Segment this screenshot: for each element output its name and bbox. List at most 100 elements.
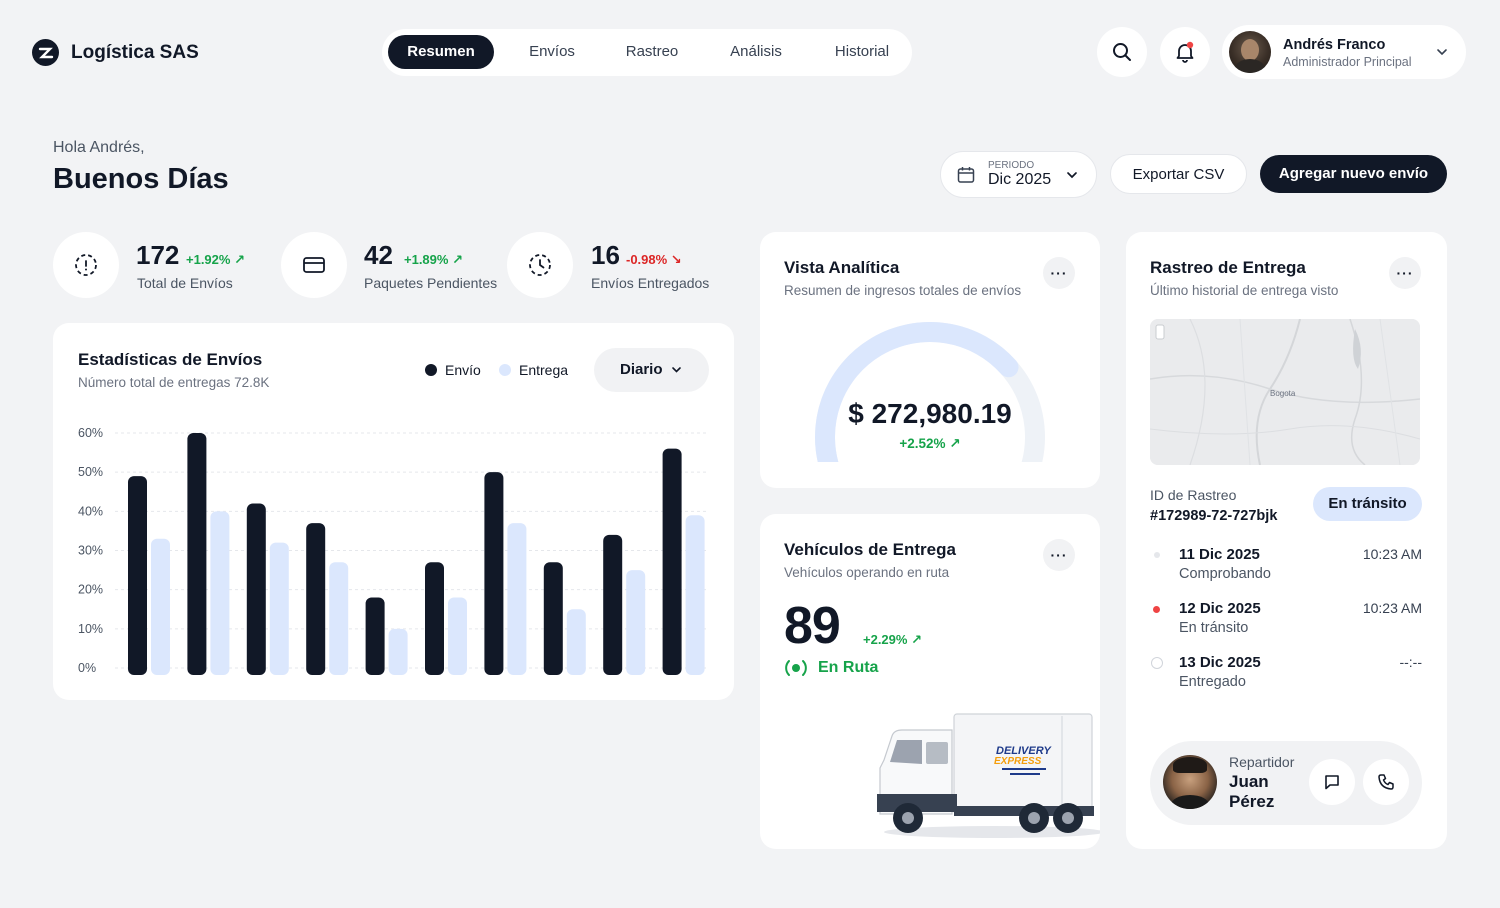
message-courier-button[interactable] (1309, 759, 1355, 805)
stat-delivered-value: 16 (591, 240, 620, 270)
add-shipment-button[interactable]: Agregar nuevo envío (1260, 155, 1447, 193)
revenue-amount: $ 272,980.19 (848, 398, 1012, 429)
timeline-dot-checking (1154, 552, 1160, 558)
vehicles-card: Vehículos de Entrega Vehículos operando … (760, 514, 1100, 849)
stat-total-value: 172 (136, 240, 180, 270)
courier-avatar (1163, 755, 1217, 809)
bar-envio[interactable] (425, 562, 444, 675)
stat-total-delta: +1.92% ↗ (186, 252, 245, 267)
stat-pending-delta: +1.89% ↗ (404, 252, 463, 267)
tracking-map[interactable]: Bogota (1150, 319, 1420, 465)
vehicles-delta: +2.29% ↗ (863, 632, 922, 647)
bar-envio[interactable] (246, 503, 266, 676)
bar-entrega[interactable] (685, 515, 705, 675)
y-tick-label: 40% (78, 504, 103, 518)
courier-panel: Repartidor Juan Pérez (1150, 741, 1422, 825)
user-role: Administrador Principal (1283, 55, 1412, 69)
timeline-status: En tránsito (1179, 620, 1249, 636)
bar-envio[interactable] (603, 534, 623, 675)
card-icon (303, 257, 325, 273)
clock-icon (529, 254, 551, 276)
shipments-chart-card: Estadísticas de Envíos Número total de e… (53, 323, 734, 700)
export-csv-button[interactable]: Exportar CSV (1110, 154, 1247, 194)
vehicles-title: Vehículos de Entrega (784, 540, 956, 559)
greeting-hello: Hola Andrés, (53, 139, 145, 156)
logo-icon (38, 47, 53, 58)
stat-icon-delivered (507, 232, 573, 298)
bar-envio[interactable] (365, 597, 385, 676)
bell-icon (1176, 41, 1194, 63)
analytics-title: Vista Analítica (784, 258, 900, 277)
timeline-date: 12 Dic 2025 (1179, 600, 1261, 617)
stat-delivered-delta: -0.98% ↘ (626, 252, 682, 267)
bar-envio[interactable] (306, 523, 326, 675)
timeline-time: 10:23 AM (1362, 600, 1422, 616)
tab-historial[interactable]: Historial (834, 43, 890, 60)
bar-entrega[interactable] (566, 609, 586, 675)
brand-name: Logística SAS (71, 42, 199, 63)
bar-envio[interactable] (187, 433, 207, 675)
bar-envio[interactable] (662, 448, 682, 675)
y-tick-label: 10% (78, 622, 103, 636)
revenue-delta: +2.52% ↗ (899, 436, 961, 451)
courier-name: Juan Pérez (1229, 772, 1275, 811)
tracking-id-label: ID de Rastreo (1150, 487, 1237, 503)
stat-pending-value: 42 (364, 240, 393, 270)
y-tick-label: 0% (78, 661, 96, 675)
tab-analisis[interactable]: Análisis (730, 43, 782, 60)
bar-entrega[interactable] (507, 523, 527, 675)
timeline-date: 11 Dic 2025 (1179, 546, 1260, 563)
bar-envio[interactable] (128, 476, 147, 675)
revenue-gauge (815, 322, 1045, 462)
bar-entrega[interactable] (269, 542, 289, 675)
call-courier-button[interactable] (1363, 759, 1409, 805)
user-menu[interactable]: Andrés Franco Administrador Principal (1222, 25, 1466, 79)
bar-entrega[interactable] (388, 628, 408, 675)
user-name: Andrés Franco (1283, 37, 1386, 53)
chevron-down-icon (672, 367, 681, 373)
bar-entrega[interactable] (210, 511, 230, 675)
bar-entrega[interactable] (626, 570, 646, 675)
bar-entrega[interactable] (448, 597, 467, 676)
map-image: Bogota (1150, 319, 1420, 465)
period-value: Dic 2025 (988, 171, 1052, 188)
tracking-id-value: #172989-72-727bjk (1150, 508, 1278, 524)
brand-logo[interactable] (32, 39, 59, 66)
timeline-time: 10:23 AM (1362, 546, 1422, 562)
y-tick-label: 50% (78, 465, 103, 479)
more-options-button[interactable]: ··· (1043, 257, 1075, 289)
search-button[interactable] (1097, 27, 1147, 77)
chart-period-dropdown[interactable]: Diario (594, 348, 709, 392)
tab-envios[interactable]: Envíos (529, 43, 575, 60)
timeline-date: 13 Dic 2025 (1179, 654, 1261, 671)
period-selector[interactable]: PERIODO Dic 2025 (940, 151, 1097, 198)
stat-icon-total (53, 232, 119, 298)
bar-entrega[interactable] (329, 562, 349, 675)
svg-text:DELIVERY: DELIVERY (996, 745, 1052, 757)
bar-envio[interactable] (484, 472, 504, 675)
avatar (1229, 31, 1271, 73)
more-options-button[interactable]: ··· (1043, 539, 1075, 571)
calendar-icon (957, 167, 975, 183)
vehicles-subtitle: Vehículos operando en ruta (784, 565, 950, 580)
radar-icon (785, 660, 807, 676)
notifications-button[interactable] (1160, 27, 1210, 77)
bar-entrega[interactable] (151, 538, 170, 675)
svg-text:EXPRESS: EXPRESS (994, 756, 1042, 767)
search-icon (1113, 43, 1131, 61)
status-badge: En tránsito (1313, 487, 1422, 521)
more-options-button[interactable]: ··· (1389, 257, 1421, 289)
bar-chart: 60% 50% 40% 30% 20% 10% 0% (78, 426, 709, 676)
tab-rastreo[interactable]: Rastreo (625, 43, 679, 60)
bar-envio[interactable] (543, 562, 563, 675)
timeline: 11 Dic 2025 Comprobando 10:23 AM 12 Dic … (1126, 532, 1447, 702)
y-tick-label: 20% (78, 583, 103, 597)
vehicles-status: En Ruta (818, 659, 879, 676)
tab-resumen[interactable]: Resumen (388, 35, 494, 69)
stat-pending-label: Paquetes Pendientes (364, 275, 498, 291)
svg-text:Bogota: Bogota (1270, 389, 1296, 398)
y-tick-label: 60% (78, 426, 103, 440)
analytics-subtitle: Resumen de ingresos totales de envíos (784, 283, 1022, 298)
chat-icon (1325, 775, 1339, 790)
timeline-time: --:-- (1399, 654, 1422, 670)
